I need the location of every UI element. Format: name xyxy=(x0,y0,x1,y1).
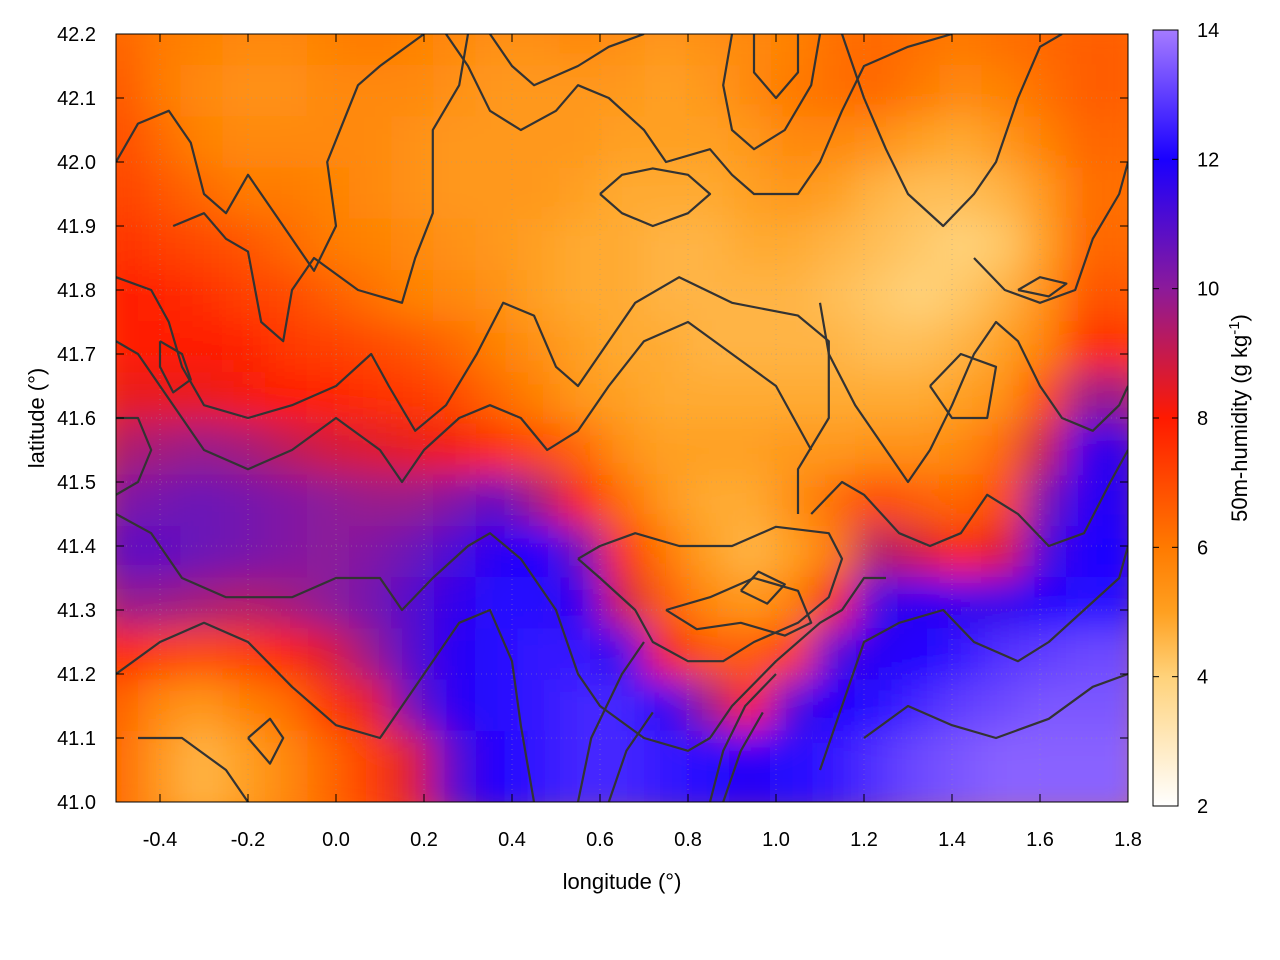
contour-line xyxy=(489,34,645,87)
colorbar-tick-label: 2 xyxy=(1197,796,1208,818)
contour-line xyxy=(138,736,249,802)
colorbar-tick-label: 6 xyxy=(1197,537,1208,559)
x-axis-label: longitude (°) xyxy=(563,869,682,894)
y-tick-label: 41.6 xyxy=(57,408,96,430)
contour-line xyxy=(708,673,777,802)
x-tick-label: 1.4 xyxy=(938,829,966,851)
y-tick-label: 41.4 xyxy=(57,536,96,558)
y-tick-label: 41.3 xyxy=(57,600,96,622)
contour-line xyxy=(722,711,764,802)
y-tick-label: 41.1 xyxy=(57,728,96,750)
colorbar-tick-label: 4 xyxy=(1197,667,1208,689)
colorbar-tick-label: 8 xyxy=(1197,408,1208,430)
colorbar-label: 50m-humidity (g kg-1) xyxy=(1226,314,1252,522)
contour-line xyxy=(863,672,1128,740)
contour-line xyxy=(116,416,153,496)
x-axis-ticks: -0.4 -0.2 0.0 0.2 0.4 0.6 0.8 1.0 1.2 1.4 1.6 1.8 xyxy=(143,34,1142,851)
colorbar-tick-label: 12 xyxy=(1197,149,1219,171)
colorbar-tick-label: 14 xyxy=(1197,20,1219,42)
contour-line xyxy=(973,161,1128,304)
heatmap-cell xyxy=(1065,730,1128,802)
y-tick-label: 41.5 xyxy=(57,472,96,494)
y-tick-label: 42.1 xyxy=(57,88,96,110)
x-tick-label: 1.6 xyxy=(1026,829,1054,851)
humidity-heatmap xyxy=(116,34,1128,802)
contour-line xyxy=(116,608,536,802)
x-tick-label: 1.0 xyxy=(762,829,790,851)
y-tick-label: 41.2 xyxy=(57,664,96,686)
y-tick-label: 41.8 xyxy=(57,280,96,302)
contour-line xyxy=(577,525,844,663)
x-tick-label: 1.8 xyxy=(1114,829,1142,851)
contour-line xyxy=(929,352,998,420)
contour-line xyxy=(116,34,425,272)
x-tick-label: 1.2 xyxy=(850,829,878,851)
contour-line xyxy=(739,570,786,605)
contour-lines xyxy=(116,34,1128,802)
x-tick-label: 0.2 xyxy=(410,829,438,851)
y-tick-label: 41.7 xyxy=(57,344,96,366)
contour-line xyxy=(1017,276,1068,298)
y-tick-label: 41.9 xyxy=(57,216,96,238)
x-tick-label: 0.6 xyxy=(586,829,614,851)
contour-line xyxy=(445,34,953,196)
x-tick-label: 0.4 xyxy=(498,829,526,851)
contour-line xyxy=(840,34,1063,228)
contour-line xyxy=(818,302,1128,484)
x-tick-label: -0.2 xyxy=(231,829,265,851)
contour-line xyxy=(247,717,285,765)
contour-line xyxy=(158,340,192,394)
colorbar-ticks: 2 4 6 8 10 12 14 xyxy=(1153,20,1219,818)
x-tick-label: -0.4 xyxy=(143,829,177,851)
contour-line xyxy=(810,449,1128,548)
contour-line xyxy=(665,576,813,637)
y-tick-label: 42.0 xyxy=(57,152,96,174)
colorbar-tick-label: 10 xyxy=(1197,279,1219,301)
contour-line xyxy=(172,34,470,343)
contour-line xyxy=(116,320,813,484)
y-tick-label: 41.0 xyxy=(57,792,96,814)
y-axis-label: latitude (°) xyxy=(24,368,49,469)
contour-line xyxy=(599,167,712,228)
y-axis-ticks: 41.0 41.1 41.2 41.3 41.4 41.5 41.6 41.7 41.8 41.9… xyxy=(57,24,1128,814)
x-tick-label: 0.0 xyxy=(322,829,350,851)
contour-line xyxy=(116,513,886,752)
contour-line xyxy=(752,34,800,100)
contour-line xyxy=(818,545,1128,771)
y-tick-label: 42.2 xyxy=(57,24,96,46)
contour-line xyxy=(722,34,822,151)
contour-line xyxy=(116,276,830,514)
x-tick-label: 0.8 xyxy=(674,829,702,851)
contour-line xyxy=(576,641,645,802)
contour-line xyxy=(607,711,654,802)
